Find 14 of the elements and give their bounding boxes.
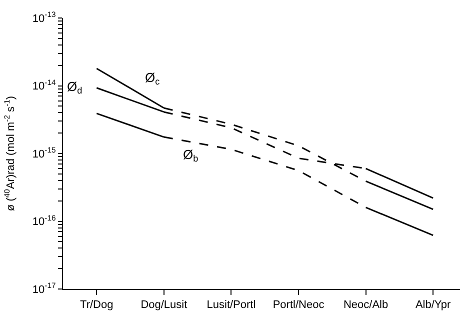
y-tick-label: 10$^{-17}$ (32, 281, 56, 296)
x-tick-label: Alb/Ypr (415, 299, 452, 312)
x-tick-label: Tr/Dog (80, 299, 114, 312)
y-tick-label: 10$^{-16}$ (32, 213, 56, 228)
x-tick-label: Portl/Neoc (272, 299, 325, 312)
y-tick-label: 10$^{-14}$ (32, 78, 57, 93)
series-label: Ø$_{c}$ (145, 70, 160, 87)
y-tick-label: 10$^{-13}$ (32, 10, 56, 25)
x-tick-label: Dog/Lusit (140, 299, 188, 312)
series-label: Ø$_{d}$ (67, 79, 82, 96)
series-label: Ø$_{b}$ (183, 147, 198, 164)
y-tick-label: 10$^{-15}$ (32, 146, 56, 160)
x-tick-label: Lusit/Portl (206, 299, 256, 312)
x-tick-label: Neoc/Alb (343, 299, 388, 312)
